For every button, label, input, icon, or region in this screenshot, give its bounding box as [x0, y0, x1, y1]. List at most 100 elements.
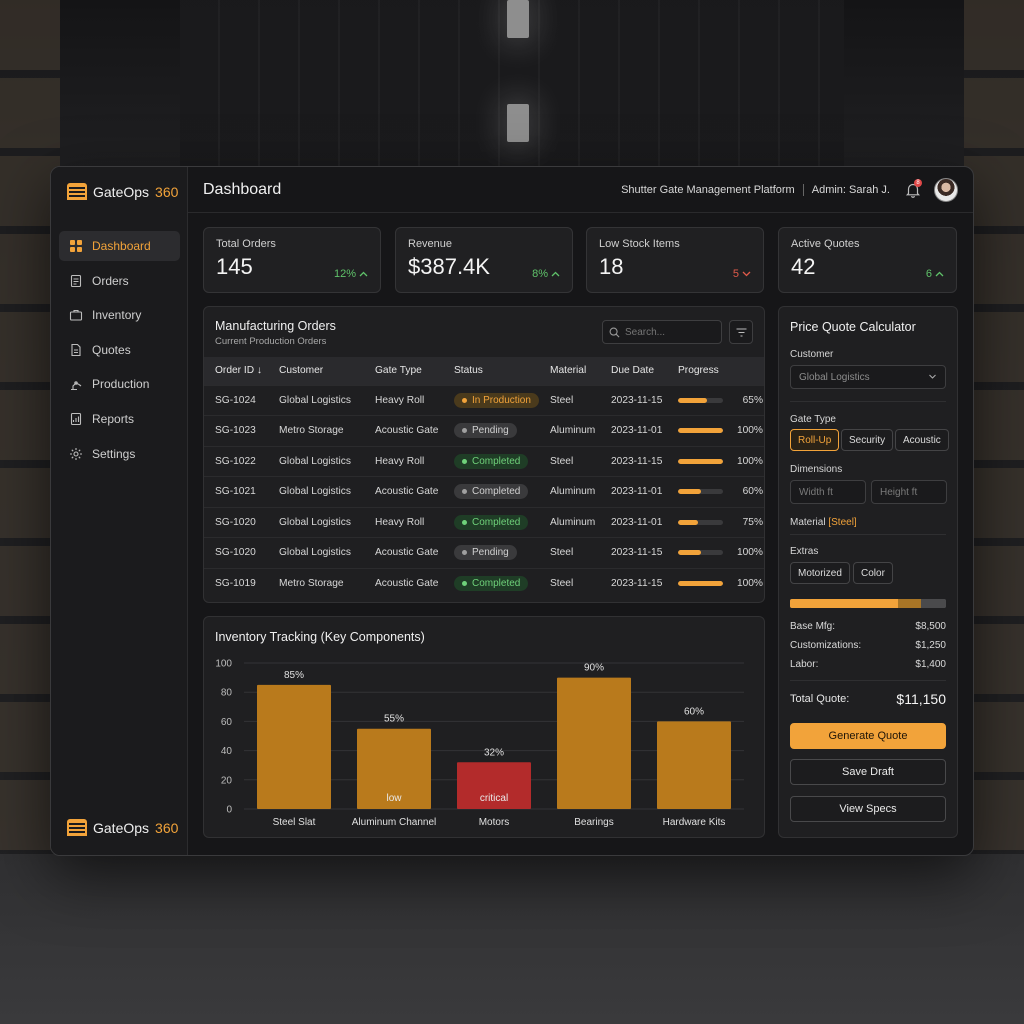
filter-button[interactable]: [729, 320, 753, 344]
top-header: Dashboard Shutter Gate Management Platfo…: [188, 167, 973, 213]
stat-card-active-quotes[interactable]: Active Quotes 42 6: [778, 227, 957, 293]
cell-customer: Global Logistics: [268, 537, 364, 568]
extra-option-color[interactable]: Color: [853, 562, 893, 584]
sidebar-item-production[interactable]: Production: [59, 369, 180, 399]
gate-option-roll-up[interactable]: Roll-Up: [790, 429, 840, 451]
chart-title: Inventory Tracking (Key Components): [215, 630, 425, 644]
generate-quote-button[interactable]: Generate Quote: [790, 723, 946, 749]
search-input[interactable]: [625, 326, 710, 338]
quote-total: Total Quote: $11,150: [790, 691, 946, 707]
stat-card-revenue[interactable]: Revenue $387.4K 8%: [395, 227, 573, 293]
progress-bar: [678, 581, 723, 586]
manufacturing-orders-panel: Manufacturing Orders Current Production …: [203, 306, 765, 603]
breakdown-segment-base: [790, 599, 898, 608]
status-badge: In Production: [454, 392, 539, 408]
stat-delta: 8%: [532, 268, 560, 280]
sidebar-item-settings[interactable]: Settings: [59, 439, 180, 469]
total-value: $11,150: [896, 691, 946, 707]
page-title: Dashboard: [203, 180, 282, 198]
gate-option-acoustic[interactable]: Acoustic: [895, 429, 949, 451]
cell-customer: Global Logistics: [268, 506, 364, 538]
sidebar: GateOps 360 Dashboard Orders Inventor: [51, 167, 188, 855]
status-text: Completed: [472, 516, 521, 528]
height-input[interactable]: [871, 480, 947, 504]
table-row[interactable]: SG-1020 Global Logistics Heavy Roll Complet…: [204, 506, 764, 538]
y-tick-label: 80: [221, 688, 233, 699]
document-icon: [69, 274, 83, 288]
status-dot: [462, 397, 467, 403]
status-dot: [462, 581, 467, 586]
gear-icon: [69, 447, 83, 461]
column-header-label: Order ID: [215, 365, 255, 377]
customer-select[interactable]: Global Logistics: [790, 365, 946, 389]
sidebar-item-label: Production: [92, 377, 150, 392]
progress-fill: [678, 428, 723, 434]
sidebar-item-quotes[interactable]: Quotes: [59, 335, 180, 365]
sidebar-item-orders[interactable]: Orders: [59, 266, 180, 296]
cell-gate-type: Heavy Roll: [364, 506, 443, 538]
column-header-status[interactable]: Status: [454, 365, 483, 377]
extra-option-motorized[interactable]: Motorized: [790, 562, 850, 584]
search-icon: [609, 327, 620, 337]
material-value[interactable]: [Steel]: [828, 517, 857, 528]
width-input[interactable]: [790, 480, 866, 504]
save-draft-button[interactable]: Save Draft: [790, 759, 946, 785]
column-header-progress[interactable]: Progress: [678, 365, 719, 377]
x-tick-label: Steel Slat: [273, 817, 316, 828]
table-row[interactable]: SG-1019 Metro Storage Acoustic Gate Complet…: [204, 567, 764, 599]
cell-progress: 100%: [667, 537, 764, 568]
sidebar-item-dashboard[interactable]: Dashboard: [59, 231, 180, 261]
gate-option-security[interactable]: Security: [841, 429, 894, 451]
table-row[interactable]: SG-1023 Metro Storage Acoustic Gate Pending…: [204, 415, 764, 446]
status-dot: [462, 489, 467, 495]
column-header-order-id[interactable]: Order ID ↓: [204, 357, 268, 385]
admin-user[interactable]: Admin: Sarah J.: [811, 183, 890, 196]
quote-line-label: Labor:: [790, 659, 819, 670]
stat-card-low-stock[interactable]: Low Stock Items 18 5: [586, 227, 764, 293]
chevron-up-icon: [935, 271, 944, 277]
ceiling-lamp: [507, 0, 529, 38]
brand-logo-top[interactable]: GateOps 360: [67, 183, 178, 200]
orders-table: Order ID ↓ Customer Gate Type Status Mat…: [204, 357, 764, 599]
y-tick-label: 60: [221, 717, 233, 728]
breakdown-segment-labor: [921, 599, 946, 608]
column-header-material[interactable]: Material: [550, 365, 587, 377]
stat-value: 18: [599, 254, 624, 279]
stat-value: 42: [791, 254, 816, 279]
x-tick-label: Bearings: [574, 817, 613, 828]
x-tick-label: Hardware Kits: [663, 817, 726, 828]
column-header-customer[interactable]: Customer: [279, 365, 324, 377]
bar-note-label: critical: [480, 793, 508, 804]
cell-material: Steel: [539, 567, 600, 599]
progress-percent: 100%: [736, 425, 763, 437]
report-icon: [69, 412, 83, 426]
progress-fill: [678, 458, 723, 464]
y-tick-label: 20: [221, 775, 233, 786]
cell-order-id: SG-1022: [204, 445, 268, 477]
sidebar-item-reports[interactable]: Reports: [59, 404, 180, 434]
cell-progress: 100%: [667, 567, 764, 599]
table-row[interactable]: SG-1024 Global Logistics Heavy Roll In Prod…: [204, 384, 764, 416]
status-dot: [462, 550, 467, 556]
progress-bar: [678, 458, 723, 464]
stat-card-total-orders[interactable]: Total Orders 145 12%: [203, 227, 381, 293]
view-specs-button[interactable]: View Specs: [790, 796, 946, 822]
cell-customer: Global Logistics: [268, 476, 364, 507]
table-row[interactable]: SG-1022 Global Logistics Heavy Roll Complet…: [204, 445, 764, 477]
column-header-gate-type[interactable]: Gate Type: [375, 365, 422, 377]
cell-customer: Global Logistics: [268, 445, 364, 477]
user-avatar[interactable]: [934, 177, 958, 202]
progress-fill: [678, 397, 708, 403]
cell-material: Steel: [539, 537, 600, 568]
cell-progress: 100%: [667, 445, 764, 477]
sidebar-item-inventory[interactable]: Inventory: [59, 300, 180, 330]
table-row[interactable]: SG-1021 Global Logistics Acoustic Gate Comp…: [204, 476, 764, 507]
cell-due-date: 2023-11-01: [600, 506, 667, 538]
table-row[interactable]: SG-1020 Global Logistics Acoustic Gate Pend…: [204, 537, 764, 568]
cell-due-date: 2023-11-15: [600, 567, 667, 599]
notification-bell[interactable]: 8: [904, 178, 922, 199]
cell-order-id: SG-1024: [204, 384, 268, 416]
x-tick-label: Aluminum Channel: [352, 817, 437, 828]
right-shelves: [964, 0, 1024, 904]
column-header-due-date[interactable]: Due Date: [611, 365, 655, 377]
